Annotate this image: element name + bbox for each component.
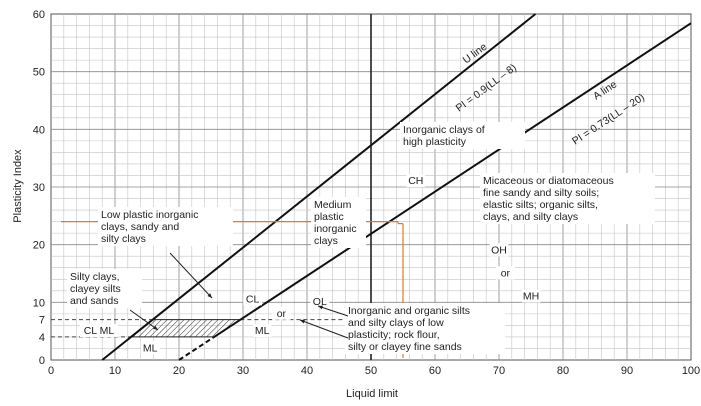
- y-tick-label: 30: [33, 182, 45, 194]
- u-line: [101, 13, 537, 361]
- note-line: silty clays: [101, 233, 146, 245]
- x-tick-label: 60: [429, 365, 441, 377]
- soil-group-label: ML: [143, 342, 158, 354]
- label-backing: [489, 243, 509, 257]
- x-tick-label: 70: [493, 365, 505, 377]
- a-line-dashed: [178, 336, 215, 361]
- a-line-equation: PI = 0.73(LL – 20): [570, 91, 647, 147]
- x-axis-label: Liquid limit: [346, 388, 398, 400]
- soil-group-label: MH: [523, 290, 539, 302]
- inorganic-silts-arrow-head: [318, 305, 323, 310]
- y-tick-label: 50: [33, 67, 45, 79]
- soil-group-label: or: [277, 308, 287, 320]
- note-line: clays, sandy and: [101, 221, 179, 233]
- x-tick-label: 50: [365, 365, 377, 377]
- soil-group-label: OL: [313, 296, 327, 308]
- x-tick-label: 30: [237, 365, 249, 377]
- note-line: Micaceous or diatomaceous: [483, 175, 614, 187]
- x-tick-label: 0: [48, 365, 54, 377]
- x-tick-label: 90: [621, 365, 633, 377]
- note-backing: [345, 303, 505, 354]
- a-line-label: A line: [591, 78, 619, 102]
- note-line: Low plastic inorganic: [101, 209, 198, 221]
- label-backing: [406, 174, 426, 188]
- note-line: elastic silts; organic silts,: [483, 199, 598, 211]
- note-line: and silty clays of low: [348, 317, 444, 329]
- soil-group-label: CL ML: [84, 325, 115, 337]
- silty-clays-arrow-head: [153, 325, 158, 330]
- low-plastic-arrow-head: [207, 293, 212, 298]
- note-line: plasticity; rock flour,: [348, 329, 440, 341]
- note-line: Silty clays,: [70, 271, 120, 283]
- label-backing: [496, 266, 515, 280]
- note-backing: [67, 269, 142, 308]
- tick-labels: 0 10 20 30 40 50 60 70 80 90 100 0 4 7 10 20 30 40 50 60: [33, 9, 700, 377]
- y-tick-label: 4: [39, 332, 45, 344]
- note-line: clays: [314, 235, 338, 247]
- note-line: Medium: [314, 199, 352, 211]
- y-tick-label: 20: [33, 240, 45, 252]
- note-line: Inorganic clays of: [403, 124, 485, 136]
- note-line: inorganic: [314, 223, 357, 235]
- note-line: clayey silts: [70, 283, 121, 295]
- label-backing: [272, 306, 291, 320]
- label-backing: [521, 289, 541, 303]
- y-tick-label: 7: [39, 315, 45, 327]
- inorganic-silts-arrow-2: [299, 319, 349, 339]
- y-tick-label: 10: [33, 297, 45, 309]
- x-tick-label: 20: [173, 365, 185, 377]
- x-tick-label: 80: [557, 365, 569, 377]
- soil-group-label: OH: [491, 244, 507, 256]
- note-backing: [311, 197, 366, 248]
- label-backing: [252, 324, 272, 338]
- y-tick-label: 40: [33, 124, 45, 136]
- note-backing: [480, 173, 655, 224]
- y-tick-label: 60: [33, 9, 45, 21]
- note-line: clays, and silty clays: [483, 211, 578, 223]
- note-line: silty or clayey fine sands: [348, 341, 462, 353]
- note-backing: [98, 207, 233, 246]
- label-backing: [80, 324, 118, 338]
- silty-clays-arrow: [129, 309, 159, 331]
- y-axis-label: Plasticity Index: [12, 149, 24, 223]
- note-backing: [400, 122, 525, 149]
- x-tick-label: 40: [301, 365, 313, 377]
- note-line: and sands: [70, 295, 118, 307]
- label-backing: [310, 295, 330, 309]
- label-backing: [243, 292, 262, 306]
- soil-group-label: CH: [408, 175, 423, 187]
- note-line: fine sandy and silty soils;: [483, 187, 599, 199]
- y-tick-label: 0: [39, 355, 45, 367]
- soil-group-label: or: [501, 267, 511, 279]
- note-line: high plasticity: [403, 136, 467, 148]
- soil-group-label: ML: [255, 325, 270, 337]
- inorganic-silts-arrow: [317, 305, 349, 317]
- x-tick-label: 100: [682, 365, 700, 377]
- note-line: plastic: [314, 211, 344, 223]
- x-tick-label: 10: [109, 365, 121, 377]
- note-line: Inorganic and organic silts: [348, 305, 470, 317]
- inorganic-silts-arrow-2-head: [300, 319, 305, 324]
- label-backing: [140, 341, 160, 355]
- soil-group-label: CL: [246, 293, 260, 305]
- low-plastic-arrow: [169, 252, 213, 299]
- a-line: [213, 22, 692, 338]
